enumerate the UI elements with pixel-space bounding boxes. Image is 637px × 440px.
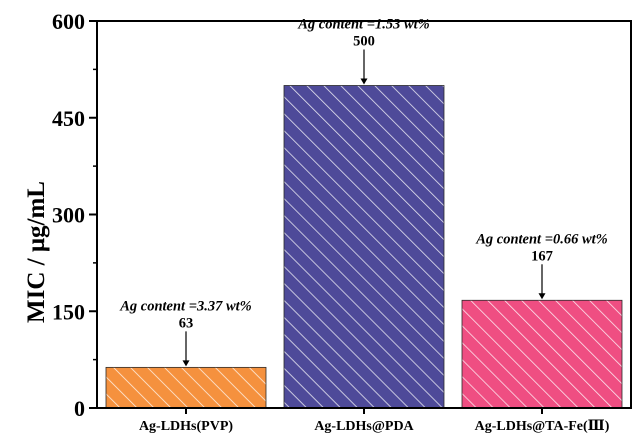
annotations: Ag content =3.37 wt%63 Ag content =1.53 w… [119, 17, 608, 367]
x-tick-label-3: Ag-LDHs@TA-Fe(Ⅲ) [475, 419, 610, 434]
y-axis-label: MIC / μg/mL [23, 181, 50, 323]
annotation-2: Ag content =1.53 wt% [297, 17, 430, 33]
x-axis: Ag-LDHs(PVP) Ag-LDHs@PDA Ag-LDHs@TA-Fe(Ⅲ) [139, 408, 610, 434]
arrow-head-3 [538, 293, 546, 300]
y-axis: 0 150 300 450 600 [52, 9, 97, 421]
bar-hatch-1 [105, 366, 267, 409]
y-tick-label-450: 450 [52, 106, 85, 131]
x-tick-label-1: Ag-LDHs(PVP) [139, 419, 233, 434]
annotation-3: Ag content =0.66 wt% [475, 231, 608, 247]
annotation-1: Ag content =3.37 wt% [119, 298, 252, 314]
bars [105, 85, 623, 409]
y-tick-label-150: 150 [52, 299, 85, 324]
arrow-head-1 [182, 360, 190, 367]
y-tick-label-300: 300 [52, 203, 85, 228]
arrow-head-2 [360, 78, 368, 85]
data-label-2: 500 [353, 34, 375, 50]
bar-hatch-3 [461, 299, 623, 409]
x-tick-label-2: Ag-LDHs@PDA [314, 419, 414, 434]
data-label-1: 63 [179, 315, 194, 331]
y-tick-label-600: 600 [52, 9, 85, 34]
bar-hatch-2 [283, 85, 445, 409]
data-label-3: 167 [531, 248, 553, 264]
y-tick-label-0: 0 [74, 396, 85, 421]
